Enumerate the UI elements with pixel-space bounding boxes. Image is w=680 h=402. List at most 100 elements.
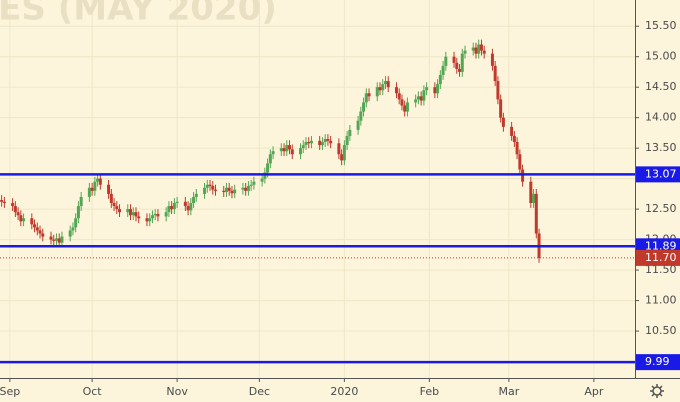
- candle-body: [378, 87, 382, 91]
- candle-body: [246, 185, 250, 191]
- y-tick-label: 12.50: [645, 202, 677, 215]
- candle-body: [474, 47, 478, 54]
- candle-body: [93, 181, 97, 191]
- y-tick-label: 11.00: [645, 294, 677, 307]
- candle-body: [96, 178, 100, 182]
- candle-body: [381, 84, 385, 91]
- last-price-bg: [636, 249, 680, 266]
- candle-body: [134, 212, 138, 217]
- candle-body: [112, 203, 116, 207]
- candle-body: [436, 84, 440, 94]
- candle-body: [150, 215, 154, 219]
- candle-body: [252, 181, 256, 185]
- candle-body: [222, 190, 226, 193]
- candle-body: [329, 140, 333, 144]
- candle-body: [164, 212, 168, 217]
- candle-body: [419, 96, 423, 101]
- candle-body: [153, 213, 157, 216]
- candle-body: [441, 65, 445, 75]
- candle-body: [323, 139, 327, 143]
- candle-body: [41, 233, 45, 237]
- candle-body: [137, 216, 141, 219]
- candle-body: [49, 236, 53, 240]
- candle-body: [170, 206, 174, 210]
- candle-body: [394, 87, 398, 94]
- candle-body: [183, 201, 187, 207]
- candle-body: [403, 105, 407, 112]
- candle-body: [16, 212, 20, 216]
- last-price-label: 11.70: [645, 251, 677, 264]
- candle-body: [444, 56, 448, 66]
- candle-body: [326, 139, 330, 141]
- candle-body: [260, 178, 264, 182]
- candle-body: [304, 142, 308, 146]
- candle-body: [211, 185, 215, 190]
- candle-body: [71, 227, 75, 231]
- candle-body: [496, 81, 500, 100]
- candle-body: [156, 213, 160, 217]
- candle-body: [375, 87, 379, 97]
- candle-body: [386, 81, 390, 88]
- candle-body: [364, 93, 368, 103]
- candle-body: [194, 193, 198, 197]
- candle-body: [490, 53, 494, 66]
- candle-body: [35, 227, 39, 231]
- candle-body: [405, 102, 409, 112]
- candle-body: [60, 236, 64, 243]
- candle-body: [400, 99, 404, 106]
- candle-body: [301, 145, 305, 149]
- candle-body: [290, 149, 294, 155]
- candle-body: [340, 154, 344, 161]
- x-tick-label: Feb: [420, 385, 439, 398]
- level-label: 13.07: [645, 167, 677, 180]
- x-tick-label: Apr: [584, 385, 604, 398]
- x-tick-label: Nov: [166, 385, 188, 398]
- candle-body: [19, 215, 23, 222]
- candle-body: [482, 50, 486, 54]
- candle-body: [471, 47, 475, 51]
- settings-icon[interactable]: [650, 384, 664, 398]
- candle-body: [425, 87, 429, 91]
- candle-body: [241, 187, 245, 190]
- x-tick-label: Mar: [498, 385, 519, 398]
- candle-body: [192, 196, 196, 204]
- candle-body: [98, 178, 102, 185]
- candle-body: [288, 145, 292, 150]
- candle-body: [271, 151, 275, 155]
- candle-body: [512, 135, 516, 143]
- candle-body: [38, 230, 42, 234]
- candle-body: [493, 65, 497, 82]
- axis-labels: 10.5011.0011.5012.0012.5013.0013.5014.00…: [0, 19, 680, 398]
- candle-body: [309, 140, 313, 144]
- candle-body: [126, 209, 130, 213]
- candle-body: [299, 148, 303, 155]
- y-tick-label: 15.50: [645, 19, 677, 32]
- candle-body: [205, 184, 209, 188]
- candle-body: [359, 111, 363, 121]
- candle-body: [107, 184, 111, 194]
- candle-body: [33, 224, 37, 228]
- candle-body: [186, 206, 190, 211]
- y-tick-label: 15.00: [645, 50, 677, 63]
- candle-body: [90, 187, 94, 191]
- candle-body: [532, 193, 536, 204]
- candle-body: [345, 135, 349, 146]
- candle-body: [279, 148, 283, 152]
- candle-body: [172, 203, 176, 210]
- y-tick-label: 10.50: [645, 324, 677, 337]
- candle-body: [367, 93, 371, 97]
- candle-body: [79, 196, 83, 207]
- candle-body: [348, 129, 352, 136]
- candle-body: [477, 44, 481, 54]
- candle-body: [189, 203, 193, 211]
- candle-body: [11, 203, 15, 207]
- candle-body: [416, 96, 420, 100]
- candle-body: [422, 90, 426, 101]
- candle-body: [266, 163, 270, 173]
- level-label-bg: [636, 166, 680, 183]
- candle-body: [148, 218, 152, 222]
- candle-body: [458, 68, 462, 72]
- candle-body: [307, 142, 311, 144]
- candle-body: [13, 206, 17, 213]
